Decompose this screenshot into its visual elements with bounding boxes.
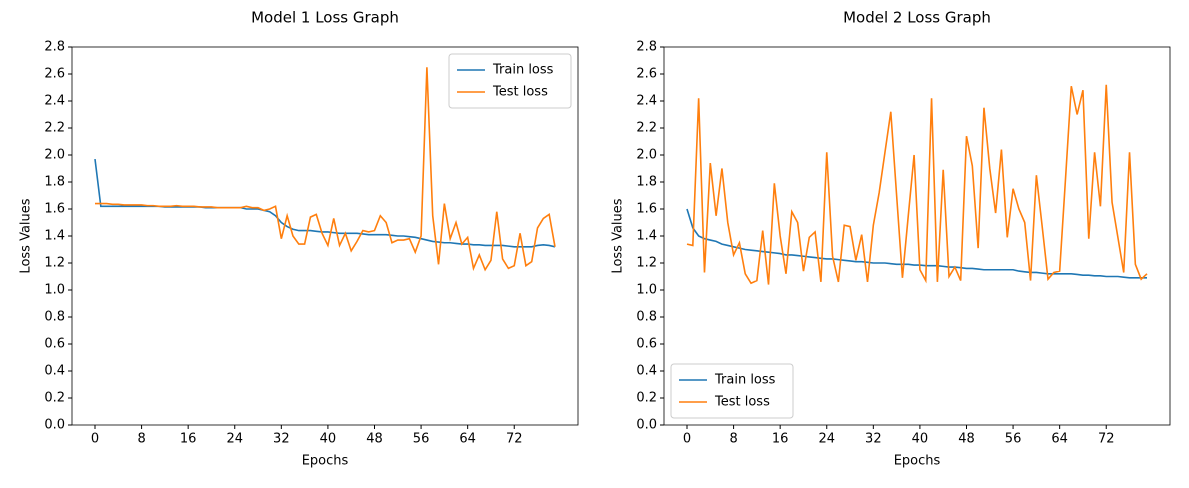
y-tick-label: 2.4 [636,94,657,109]
y-tick-label: 2.4 [44,94,65,109]
line-series [95,67,556,272]
x-tick-label: 48 [958,432,975,447]
chart-title: Model 2 Loss Graph [843,9,991,27]
x-tick-label: 72 [1098,432,1115,447]
y-tick-label: 1.2 [44,256,65,271]
x-tick-label: 0 [91,432,99,447]
y-axis-label: Loss Values [19,198,34,273]
x-tick-label: 72 [506,432,523,447]
y-tick-label: 2.2 [636,121,657,136]
x-tick-label: 16 [180,432,197,447]
y-tick-label: 1.4 [636,229,657,244]
y-tick-label: 2.8 [636,40,657,55]
y-tick-label: 0.8 [636,310,657,325]
x-tick-label: 40 [320,432,337,447]
plot-frame [71,46,579,426]
x-tick-label: 40 [912,432,929,447]
y-tick-label: 0.8 [44,310,65,325]
legend-label: Train loss [714,373,776,388]
y-tick-label: 0.2 [636,391,657,406]
y-tick-label: 0.0 [44,418,65,433]
legend-box [448,53,572,109]
x-axis-label: Epochs [894,454,941,469]
legend-label: Train loss [492,63,554,78]
x-tick-label: 64 [1051,432,1068,447]
x-tick-label: 32 [865,432,882,447]
y-tick-label: 1.2 [636,256,657,271]
legend-label: Test loss [714,395,770,410]
x-axis-label: Epochs [302,454,349,469]
x-tick-label: 16 [772,432,789,447]
y-tick-label: 1.0 [44,283,65,298]
y-tick-label: 1.0 [636,283,657,298]
x-tick-label: 24 [226,432,243,447]
plot-frame [663,46,1171,426]
y-tick-label: 1.4 [44,229,65,244]
y-tick-label: 0.6 [44,337,65,352]
y-axis-label: Loss Values [611,198,626,273]
legend-label: Test loss [492,85,548,100]
y-tick-label: 0.6 [636,337,657,352]
x-tick-label: 56 [413,432,430,447]
chart-title: Model 1 Loss Graph [251,9,399,27]
y-tick-label: 1.8 [636,175,657,190]
line-series [686,84,1148,285]
line-series [686,208,1147,279]
y-tick-label: 0.4 [636,364,657,379]
y-tick-label: 2.8 [44,40,65,55]
y-tick-label: 0.0 [636,418,657,433]
x-tick-label: 8 [137,432,145,447]
x-tick-label: 48 [366,432,383,447]
y-tick-label: 2.6 [636,67,657,82]
x-tick-label: 24 [818,432,835,447]
y-tick-label: 2.0 [636,148,657,163]
x-tick-label: 0 [683,432,691,447]
legend: Train loss Test loss [448,53,572,109]
x-tick-label: 8 [729,432,737,447]
x-tick-label: 64 [459,432,476,447]
legend-box [670,363,794,419]
y-tick-label: 0.2 [44,391,65,406]
y-tick-label: 2.0 [44,148,65,163]
y-tick-label: 2.2 [44,121,65,136]
legend: Train loss Test loss [670,363,794,419]
y-tick-label: 1.6 [636,202,657,217]
x-tick-label: 56 [1005,432,1022,447]
subplot: Model 2 Loss Graph Epochs Loss Values 0.0 0.… [611,9,1171,469]
x-tick-label: 32 [273,432,290,447]
y-tick-label: 1.8 [44,175,65,190]
y-tick-label: 1.6 [44,202,65,217]
line-series [94,158,556,248]
y-tick-label: 2.6 [44,67,65,82]
subplot: Model 1 Loss Graph Epochs Loss Values 0.0 0.… [19,9,579,469]
y-tick-label: 0.4 [44,364,65,379]
